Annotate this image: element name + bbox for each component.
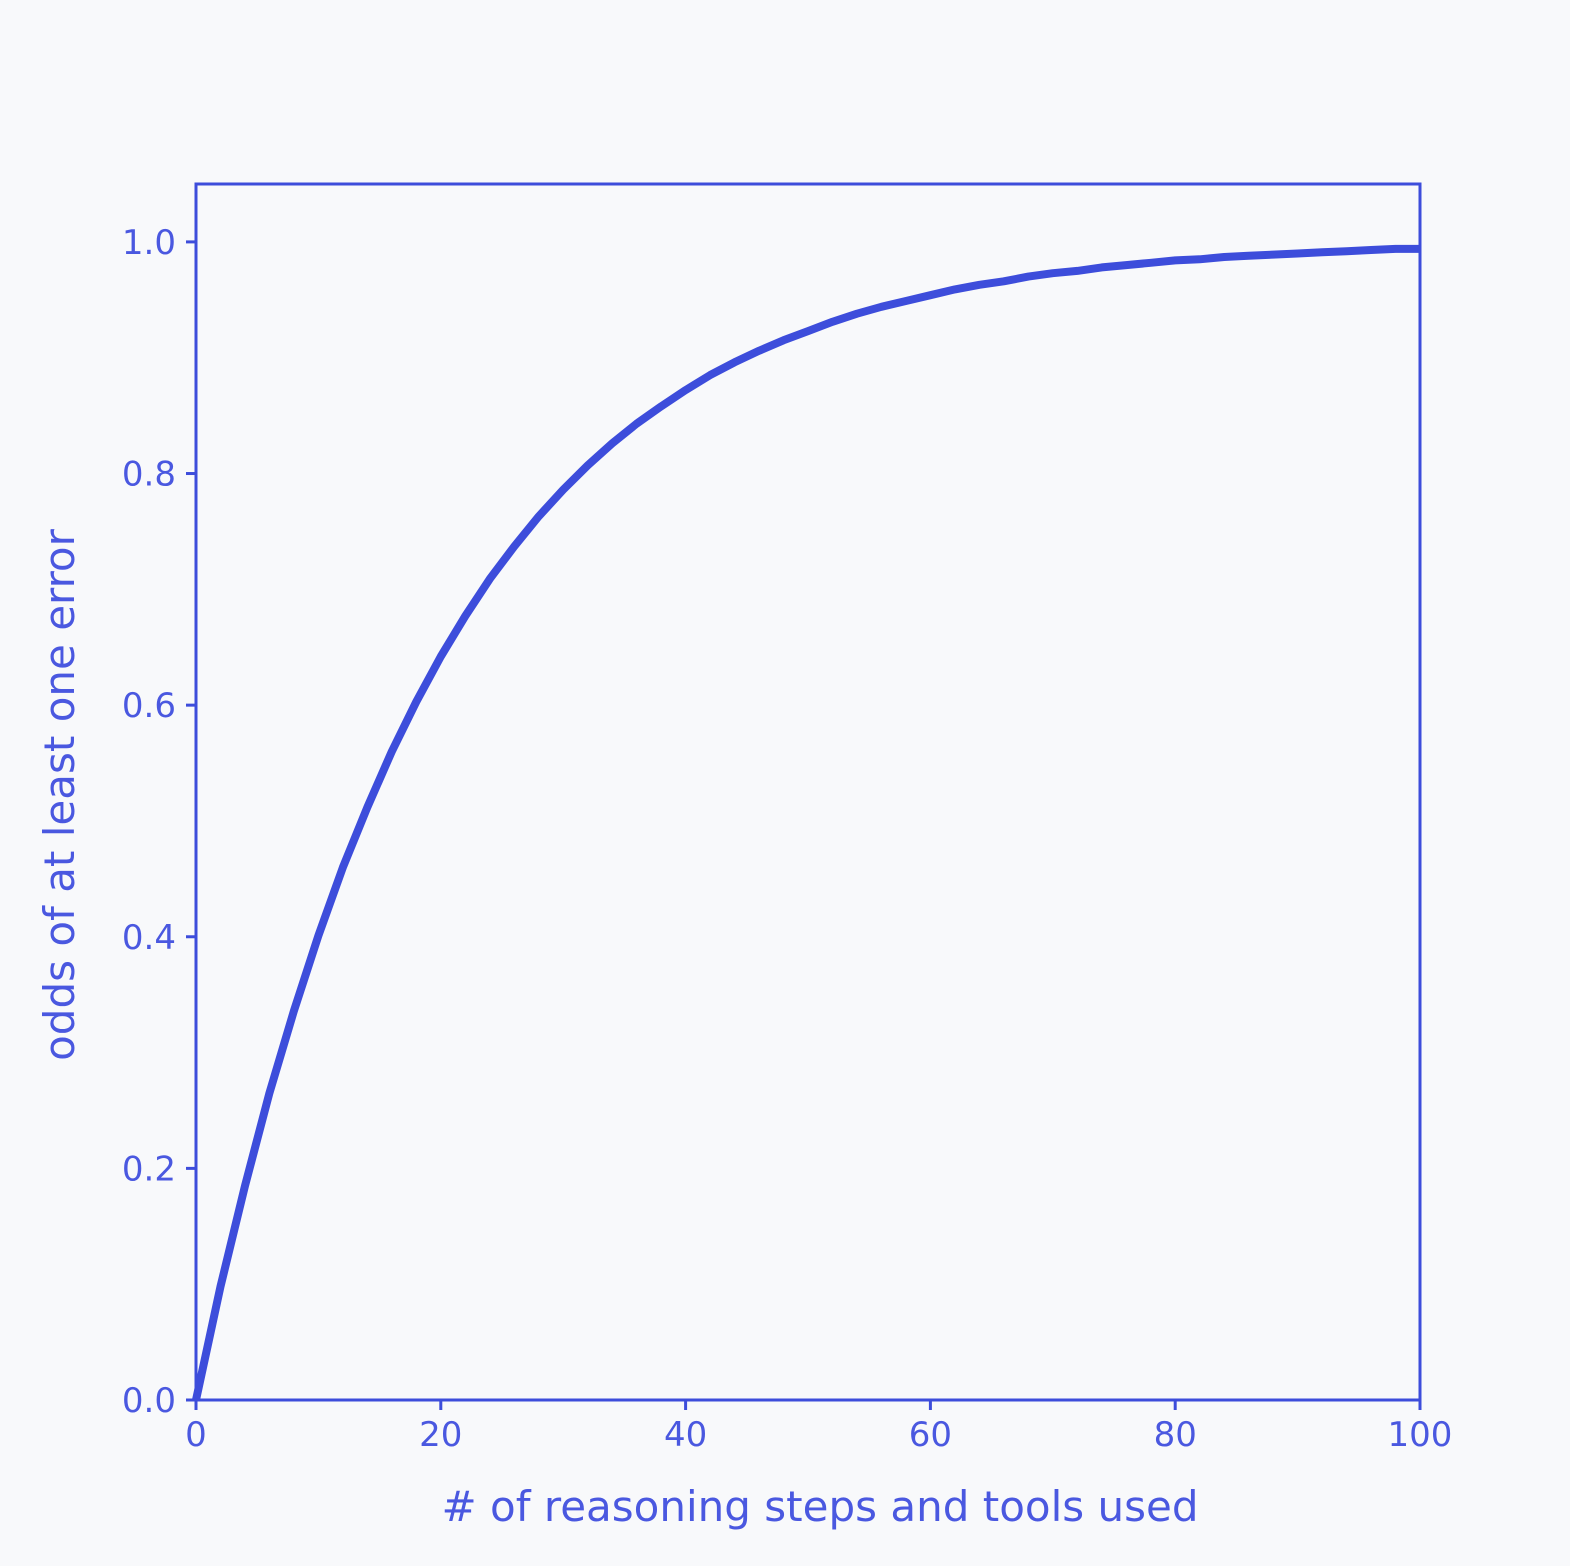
y-tick-label: 0.2	[122, 1149, 176, 1189]
y-tick-label: 0.4	[122, 918, 176, 958]
axes: 0 20 40 60 80 100 0.0 0.2 0.4 0.6 0.8 1.0	[122, 182, 1453, 1455]
y-tick-label: 0.8	[122, 455, 176, 495]
plot-frame	[194, 182, 1422, 1402]
x-tick-label: 40	[664, 1415, 707, 1455]
x-tick-label: 60	[909, 1415, 952, 1455]
x-tick-label: 20	[419, 1415, 462, 1455]
series-line-1	[192, 244, 1420, 1401]
x-tick-label: 80	[1154, 1415, 1197, 1455]
y-tick-label: 1.0	[122, 223, 176, 263]
y-tick-label: 0.0	[122, 1381, 176, 1421]
x-tick-label: 100	[1388, 1415, 1453, 1455]
plot-area	[192, 244, 1420, 1401]
y-axis-title: odds of at least one error	[35, 528, 84, 1061]
y-tick-label: 0.6	[122, 686, 176, 726]
x-axis-title: # of reasoning steps and tools used	[441, 1482, 1198, 1531]
x-tick-label: 0	[185, 1415, 207, 1455]
